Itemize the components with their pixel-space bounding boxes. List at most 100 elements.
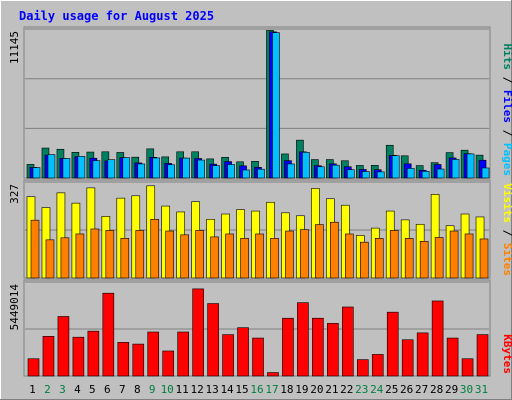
legend: KBytes xyxy=(501,334,512,374)
day-label-27: 27 xyxy=(415,383,428,396)
bar-pages-day-10 xyxy=(167,164,176,179)
bar-pages-day-27 xyxy=(421,171,430,179)
bar-pages-day-26 xyxy=(406,168,415,179)
bar-pages-day-1 xyxy=(32,167,41,179)
bar-kbytes-day-3 xyxy=(57,316,70,377)
bar-kbytes-day-12 xyxy=(192,288,204,377)
bars xyxy=(26,30,490,179)
legend-hits: Hits xyxy=(501,44,512,71)
day-label-18: 18 xyxy=(280,383,293,396)
bar-kbytes-day-6 xyxy=(102,292,115,377)
day-label-29: 29 xyxy=(445,383,458,396)
bar-pages-day-21 xyxy=(332,164,340,179)
bar-kbytes-day-22 xyxy=(342,306,354,377)
legend-separator: / xyxy=(501,123,512,143)
bar-kbytes-day-7 xyxy=(117,342,130,377)
day-label-17: 17 xyxy=(265,383,278,396)
legend-visits: Visits xyxy=(501,183,512,223)
legend-sites: Sites xyxy=(501,243,512,276)
bar-sites-day-5 xyxy=(90,228,100,279)
bar-sites-day-21 xyxy=(330,221,339,279)
bar-sites-day-12 xyxy=(195,230,204,279)
bar-kbytes-day-17 xyxy=(267,372,279,377)
day-label-30: 30 xyxy=(460,383,473,396)
bar-pages-day-31 xyxy=(481,167,490,179)
bar-sites-day-19 xyxy=(300,229,309,279)
bar-sites-day-4 xyxy=(75,233,85,279)
bars xyxy=(26,185,489,279)
bar-sites-day-15 xyxy=(240,238,249,279)
bar-sites-day-26 xyxy=(404,238,414,279)
legend-separator: / xyxy=(501,70,512,90)
legend-panel-1: Hits / Files / Pages xyxy=(501,44,512,177)
legend-files: Files xyxy=(501,90,512,123)
bar-kbytes-day-29 xyxy=(446,337,459,377)
bar-kbytes-day-31 xyxy=(476,334,489,377)
legend-panel-3: KBytes xyxy=(501,334,512,374)
bar-sites-day-20 xyxy=(315,224,324,279)
panel-3: 5449014 KBytes xyxy=(8,279,512,377)
bar-kbytes-day-18 xyxy=(282,317,294,377)
bar-sites-day-14 xyxy=(225,233,234,279)
ymax-label: 5449014 xyxy=(8,284,21,331)
day-label-5: 5 xyxy=(89,383,96,396)
bar-pages-day-6 xyxy=(107,159,116,179)
legend: Visits / Sites xyxy=(501,183,512,276)
day-label-21: 21 xyxy=(325,383,338,396)
day-label-7: 7 xyxy=(119,383,126,396)
day-label-28: 28 xyxy=(430,383,443,396)
day-labels: 1 2 3 4 5 6 7 8 9 10 11 12 13 14 15 16 17 18 19 20 21 22 23 24 2… xyxy=(29,383,488,396)
ymax-label: 11145 xyxy=(8,31,21,64)
day-label-14: 14 xyxy=(220,383,234,396)
legend-pages: Pages xyxy=(501,143,512,176)
day-label-6: 6 xyxy=(104,383,111,396)
bar-pages-day-9 xyxy=(152,157,161,179)
day-label-15: 15 xyxy=(235,383,248,396)
chart-title: Daily usage for August 2025 xyxy=(19,9,214,23)
bar-sites-day-24 xyxy=(374,238,384,279)
bars xyxy=(27,288,489,377)
bar-sites-day-1 xyxy=(30,219,40,279)
bar-sites-day-27 xyxy=(419,241,429,279)
bar-pages-day-8 xyxy=(137,163,146,179)
bar-sites-day-30 xyxy=(464,233,474,279)
legend: Hits / Files / Pages xyxy=(501,44,512,177)
bar-pages-day-2 xyxy=(47,154,56,179)
day-label-13: 13 xyxy=(205,383,218,396)
bar-pages-day-18 xyxy=(287,163,295,179)
legend-panel-2: Visits / Sites xyxy=(501,183,512,276)
bar-sites-day-6 xyxy=(105,230,115,279)
bar-kbytes-day-5 xyxy=(87,330,100,377)
bar-kbytes-day-15 xyxy=(237,327,249,377)
bar-sites-day-11 xyxy=(180,234,189,279)
bar-kbytes-day-9 xyxy=(147,331,160,377)
bar-sites-day-16 xyxy=(255,233,264,279)
bar-sites-day-7 xyxy=(120,238,130,279)
day-label-24: 24 xyxy=(370,383,384,396)
bar-kbytes-day-28 xyxy=(431,300,444,377)
day-label-2: 2 xyxy=(44,383,51,396)
bar-pages-day-19 xyxy=(302,152,310,179)
day-label-11: 11 xyxy=(176,383,189,396)
bar-pages-day-3 xyxy=(62,158,71,179)
day-label-22: 22 xyxy=(340,383,353,396)
bar-kbytes-day-2 xyxy=(42,336,55,377)
bar-sites-day-8 xyxy=(135,230,145,279)
bar-sites-day-18 xyxy=(285,230,294,279)
day-label-23: 23 xyxy=(355,383,368,396)
bar-kbytes-day-11 xyxy=(177,331,189,377)
bar-pages-day-20 xyxy=(317,166,325,179)
bar-kbytes-day-8 xyxy=(132,343,145,377)
bar-kbytes-day-26 xyxy=(401,339,414,377)
bar-pages-day-15 xyxy=(242,169,250,179)
bar-pages-day-11 xyxy=(182,157,190,179)
bar-kbytes-day-27 xyxy=(416,332,429,377)
bar-sites-day-2 xyxy=(45,239,55,279)
day-label-31: 31 xyxy=(475,383,488,396)
day-label-12: 12 xyxy=(191,383,204,396)
bar-sites-day-9 xyxy=(150,218,160,279)
bar-pages-day-13 xyxy=(212,165,220,179)
bar-pages-day-14 xyxy=(227,164,235,179)
panels: 11145 Hits / Files / Pages 327 Visits / Sit… xyxy=(8,26,512,377)
